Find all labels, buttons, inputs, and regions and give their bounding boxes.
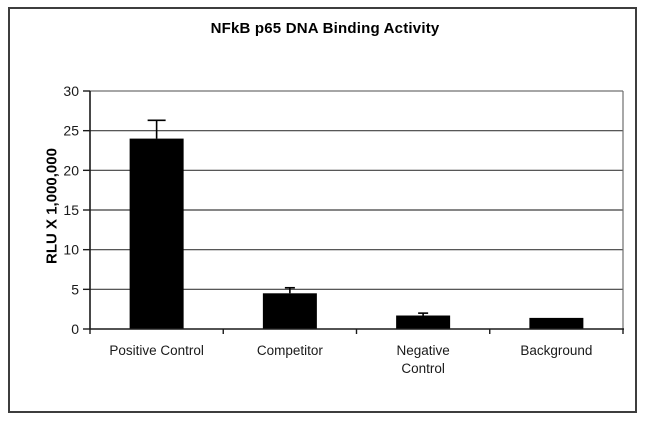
x-category-label: Background bbox=[520, 343, 592, 358]
bar bbox=[262, 293, 317, 329]
figure-border bbox=[8, 7, 637, 413]
x-category-label: Positive Control bbox=[109, 343, 204, 358]
chart-title: NFkB p65 DNA Binding Activity bbox=[210, 20, 440, 37]
y-tick-label: 25 bbox=[63, 123, 79, 139]
y-tick-label: 5 bbox=[71, 281, 79, 297]
bar bbox=[529, 317, 584, 329]
y-tick-label: 30 bbox=[63, 83, 79, 99]
y-tick-label: 15 bbox=[63, 202, 79, 218]
x-category-label: Negative Control bbox=[396, 343, 449, 376]
y-tick-label: 0 bbox=[71, 321, 79, 337]
bar bbox=[129, 138, 184, 329]
y-tick-label: 20 bbox=[63, 162, 79, 178]
x-category-label: Competitor bbox=[257, 343, 324, 358]
y-tick-label: 10 bbox=[63, 242, 79, 258]
bar bbox=[396, 315, 451, 329]
